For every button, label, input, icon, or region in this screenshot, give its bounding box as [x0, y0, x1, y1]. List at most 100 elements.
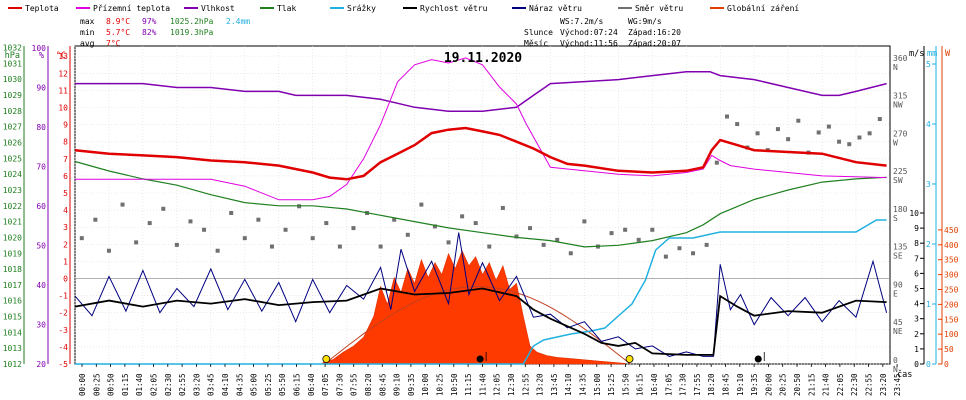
wind-direction-point	[378, 244, 383, 249]
moon-label: Měsíc	[524, 39, 548, 48]
axis-tick-label: 60	[36, 202, 46, 211]
chart-title: 19.11.2020	[444, 51, 522, 66]
axis-tick-label: 9	[63, 121, 68, 130]
x-tick-label: 20:50	[793, 373, 802, 396]
wind-direction-point	[446, 240, 451, 245]
axis-tick-label: 350	[944, 256, 959, 265]
x-tick-label: 17:05	[664, 373, 673, 396]
axis-tick-label: 1012	[3, 360, 22, 369]
axis-tick-label: 5	[914, 285, 919, 294]
axis-tick-label: N	[893, 63, 898, 72]
x-tick-label: 19:10	[736, 373, 745, 396]
x-tick-label: 10:25	[436, 373, 445, 396]
x-tick-label: 04:10	[221, 373, 230, 396]
wind-direction-point	[514, 234, 519, 239]
x-tick-label: 18:20	[707, 373, 716, 396]
legend-label: Přízemní teplota	[93, 4, 170, 13]
axis-tick-label: 1025	[3, 154, 22, 163]
x-tick-label: 02:05	[150, 373, 159, 396]
x-tick-label: 06:15	[293, 373, 302, 396]
sunrise-time: Východ:07:24	[560, 28, 618, 37]
series-clear-sky	[324, 285, 631, 365]
axis-tick-label: 270	[893, 129, 908, 138]
wind-direction-point	[460, 214, 465, 219]
wind-direction-point	[134, 240, 139, 245]
x-tick-label: 20:25	[779, 373, 788, 396]
moonrise-time: Východ:11:56	[560, 39, 618, 48]
legend-label: Tlak	[277, 4, 296, 13]
axis-tick-label: 135	[893, 243, 908, 252]
axis-tick-label: -3	[58, 326, 68, 335]
wind-direction-point	[229, 210, 234, 215]
x-tick-label: 09:10	[393, 373, 402, 396]
x-tick-label: 11:40	[478, 373, 487, 396]
axis-tick-label: E	[893, 289, 898, 298]
axis-tick-label: 7	[63, 155, 68, 164]
wind-direction-point	[714, 160, 719, 165]
axis-tick-label: 225	[893, 167, 908, 176]
axis-tick-label: NW	[893, 101, 903, 110]
wind-direction-point	[106, 248, 111, 253]
wind-direction-point	[826, 124, 831, 129]
x-tick-label: 12:55	[521, 373, 530, 396]
stats-value: 7°C	[106, 39, 121, 48]
wind-direction-point	[215, 248, 220, 253]
wind-direction-point	[555, 237, 560, 242]
x-tick-label: 01:15	[121, 373, 130, 396]
axis-unit: mm	[927, 49, 937, 59]
legend-label: Teplota	[25, 4, 59, 13]
wind-direction-point	[93, 217, 98, 222]
stats-row-label: max	[80, 17, 95, 26]
axis-tick-label: N	[893, 365, 898, 374]
legend-label: Směr větru	[635, 4, 683, 13]
x-tick-label: 17:30	[679, 373, 688, 396]
axis-tick-label: 90	[36, 84, 46, 93]
series-prizemni-teplota	[75, 57, 887, 201]
wind-direction-point	[735, 122, 740, 127]
axis-tick-label: SW	[893, 176, 903, 185]
x-tick-label: 09:35	[407, 373, 416, 396]
axis-tick-label: 4	[63, 206, 68, 215]
wind-direction-point	[432, 224, 437, 229]
x-tick-label: 16:40	[650, 373, 659, 396]
x-tick-label: 07:30	[335, 373, 344, 396]
wind-direction-point	[147, 221, 152, 226]
wind-direction-point	[677, 246, 682, 251]
axis-tick-label: 8	[914, 239, 919, 248]
stats-panel: max 8.9°C 97% 1025.2hPa 2.4mm min 5.7°C 82% 1019…	[80, 17, 250, 48]
x-tick-label: 14:10	[564, 373, 573, 396]
axis-tick-label: 3	[914, 315, 919, 324]
x-tick-label: 00:00	[78, 373, 87, 396]
wind-direction-point	[487, 244, 492, 249]
wind-direction-point	[269, 244, 274, 249]
axis-tick-label: 0	[63, 275, 68, 284]
x-tick-label: 22:05	[836, 373, 845, 396]
axis-tick-label: 12	[58, 69, 68, 78]
axis-tick-label: 70	[36, 163, 46, 172]
axis-tick-label: 1026	[3, 139, 22, 148]
axis-tick-label: 10	[909, 209, 919, 218]
sunrise-marker	[322, 355, 331, 363]
axis-tick-label: 8	[63, 138, 68, 147]
wind-direction-point	[392, 217, 397, 222]
axis-tick-label: 4	[914, 300, 919, 309]
stats-value: 5.7°C	[106, 28, 130, 37]
axis-tick-label: 13	[58, 52, 68, 61]
moonrise-marker	[476, 355, 484, 363]
wind-direction-point	[310, 236, 315, 241]
axis-tick-label: 1021	[3, 218, 22, 227]
wind-gust-text: WG:9m/s	[628, 17, 662, 26]
x-tick-label: 13:20	[536, 373, 545, 396]
axes: hPa1012101310141015101610171018101910201…	[3, 44, 959, 396]
wind-direction-point	[663, 254, 668, 259]
x-tick-label: 05:50	[278, 373, 287, 396]
x-tick-label: 14:35	[579, 373, 588, 396]
axis-tick-label: NE	[893, 327, 903, 336]
sunset-time: Západ:16:20	[628, 28, 681, 37]
x-tick-label: 16:15	[636, 373, 645, 396]
wind-direction-point	[816, 130, 821, 135]
stats-value: 1019.3hPa	[170, 28, 214, 37]
axis-tick-label: 450	[944, 226, 959, 235]
x-tick-label: 23:45	[893, 373, 902, 396]
axis-tick-label: 3	[63, 223, 68, 232]
